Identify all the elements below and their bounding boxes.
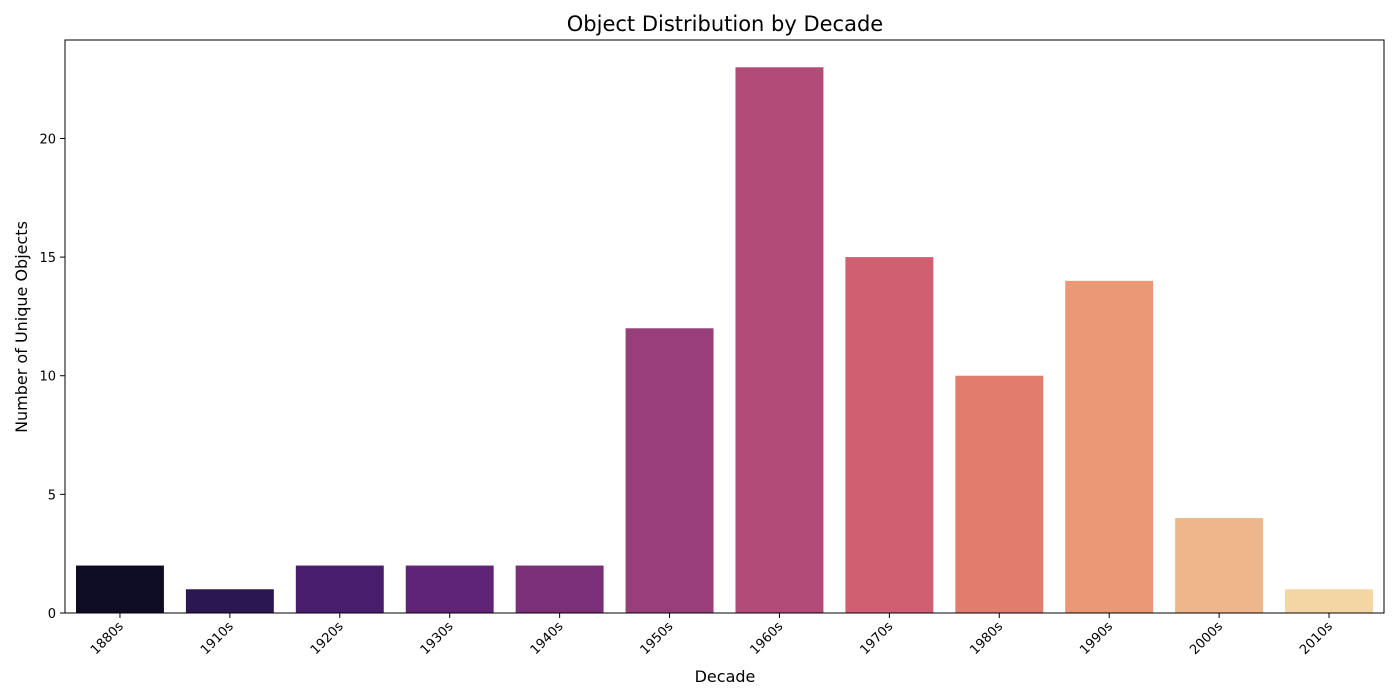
bar-1950s <box>625 328 714 613</box>
bar-2000s <box>1175 518 1264 613</box>
y-axis-label: Number of Unique Objects <box>12 221 31 433</box>
bar-2010s <box>1285 589 1374 613</box>
x-tick-label: 1880s <box>88 619 127 658</box>
bars-layer <box>75 67 1374 614</box>
y-tick-label: 10 <box>39 370 56 385</box>
y-tick-label: 0 <box>48 607 56 622</box>
x-tick-label: 1940s <box>528 619 567 658</box>
bar-1960s <box>735 67 824 614</box>
bar-1880s <box>75 565 164 613</box>
x-tick-label: 1970s <box>857 619 896 658</box>
y-axis: 0 5 10 15 20 <box>39 132 65 622</box>
bar-1990s <box>1065 280 1154 613</box>
y-tick-label: 15 <box>39 251 56 266</box>
bar-1910s <box>185 589 274 613</box>
bar-1980s <box>955 375 1044 613</box>
plot-frame <box>64 39 1385 614</box>
bar-1920s <box>295 565 384 613</box>
x-tick-label: 1950s <box>638 619 677 658</box>
x-tick-label: 1930s <box>418 619 457 658</box>
x-tick-label: 1920s <box>308 619 347 658</box>
x-tick-label: 1980s <box>967 619 1006 658</box>
x-axis-label: Decade <box>695 667 756 686</box>
x-tick-label: 1960s <box>747 619 786 658</box>
bar-1970s <box>845 257 934 613</box>
chart-title: Object Distribution by Decade <box>567 12 883 36</box>
y-tick-label: 20 <box>39 132 56 147</box>
bar-1940s <box>515 565 604 613</box>
y-tick-label: 5 <box>48 488 56 503</box>
x-tick-label: 1990s <box>1077 619 1116 658</box>
x-axis: 1880s 1910s 1920s 1930s 1940s 1950s 1960s 1970s… <box>88 613 1336 658</box>
x-tick-label: 2000s <box>1187 619 1226 658</box>
x-tick-label: 2010s <box>1297 619 1336 658</box>
bar-1930s <box>405 565 494 613</box>
x-tick-label: 1910s <box>198 619 237 658</box>
